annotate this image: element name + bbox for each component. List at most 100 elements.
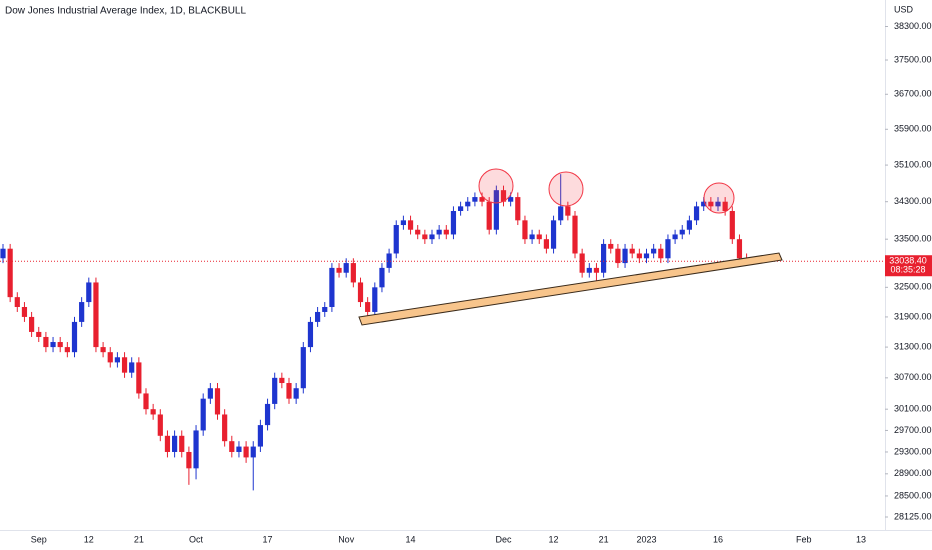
y-tick-label: 35100.00 <box>894 159 932 169</box>
countdown-label: 08:35:28 <box>890 265 925 275</box>
candle-body <box>100 347 106 353</box>
y-tick-label: 35900.00 <box>894 124 932 134</box>
x-tick-label: Nov <box>338 534 355 544</box>
candle-body <box>443 229 449 235</box>
candle-body <box>708 201 714 207</box>
candle-body <box>172 435 178 452</box>
candle-body <box>729 210 735 240</box>
candle-body <box>400 220 406 226</box>
highlight-circle <box>703 182 735 214</box>
y-tick-label: 32500.00 <box>894 282 932 292</box>
candle-body <box>622 248 628 264</box>
candle-body <box>450 210 457 235</box>
candle-body <box>736 239 743 259</box>
y-tick-label: 31300.00 <box>894 341 932 351</box>
price-label-box <box>885 255 932 277</box>
candle-body <box>608 243 614 249</box>
candle-body <box>636 253 642 259</box>
candle-body <box>186 451 192 469</box>
candle-body <box>550 220 557 249</box>
y-tick-label: 30100.00 <box>894 404 932 414</box>
candle-body <box>286 383 292 399</box>
candle-body <box>0 248 6 259</box>
candle-body <box>393 225 399 254</box>
candle-body <box>658 248 664 259</box>
x-tick-label: 21 <box>599 534 609 544</box>
title-bg <box>0 2 240 20</box>
candle-body <box>86 282 92 303</box>
candle-body <box>686 220 692 230</box>
candle-body <box>515 197 521 221</box>
y-tick-label: 28500.00 <box>894 490 932 500</box>
candle-body <box>565 206 571 216</box>
x-tick-label: 21 <box>134 534 144 544</box>
x-tick-label: 17 <box>263 534 273 544</box>
candle-body <box>315 311 321 322</box>
trend-line <box>358 252 783 326</box>
candle-body <box>307 321 314 348</box>
candle-body <box>722 201 728 211</box>
candle-body <box>214 388 221 415</box>
y-tick-label: 38300.00 <box>894 21 932 31</box>
x-tick-label: 13 <box>856 534 866 544</box>
candle-body <box>114 357 120 363</box>
candle-body <box>121 357 128 373</box>
candle-body <box>64 347 70 353</box>
candle-body <box>372 287 378 312</box>
candle-body <box>222 414 228 442</box>
candle-body <box>272 377 278 404</box>
x-tick-label: 16 <box>713 534 723 544</box>
candle-body <box>293 388 299 399</box>
candle-body <box>143 393 149 410</box>
candle-body <box>672 234 678 240</box>
candle-body <box>357 282 364 303</box>
candle-body <box>229 441 235 452</box>
y-tick-label: 29700.00 <box>894 425 932 435</box>
candle-body <box>93 282 99 348</box>
candle-body <box>257 425 263 447</box>
candle-body <box>379 267 385 288</box>
candle-body <box>493 190 499 230</box>
candle-body <box>572 215 578 254</box>
candle-body <box>14 297 20 308</box>
candle-body <box>29 316 35 332</box>
candle-body <box>129 362 135 373</box>
x-tick-label: Feb <box>796 534 812 544</box>
candle-body <box>629 248 635 254</box>
candle-body <box>57 342 63 348</box>
candle-body <box>350 263 356 283</box>
candle-body <box>665 239 671 259</box>
candle-body <box>207 388 213 399</box>
chart-title: Dow Jones Industrial Average Index, 1D, … <box>5 6 246 17</box>
y-tick-label: 33500.00 <box>894 234 932 244</box>
candle-body <box>7 248 13 298</box>
candle-body <box>71 321 78 353</box>
candle-body <box>200 398 206 431</box>
currency-label: USD <box>894 4 914 14</box>
candle-body <box>79 302 85 322</box>
candle-body <box>601 243 607 273</box>
candle-body <box>679 229 685 235</box>
highlight-circle <box>478 168 514 204</box>
candle-body <box>615 248 621 264</box>
candle-body <box>500 190 507 202</box>
candle-body <box>179 435 185 452</box>
candle-body <box>522 220 528 240</box>
candle-body <box>107 352 113 363</box>
candle-body <box>715 201 721 207</box>
x-tick-label: Dec <box>495 534 512 544</box>
candle-body <box>21 307 28 317</box>
candle-body <box>536 234 542 240</box>
x-tick-label: Sep <box>31 534 47 544</box>
candle-body <box>558 206 564 221</box>
candle-body <box>479 197 485 202</box>
candle-body <box>50 342 56 348</box>
y-tick-label: 28125.00 <box>894 511 932 521</box>
y-tick-label: 36700.00 <box>894 89 932 99</box>
highlight-circle <box>548 171 584 207</box>
candle-body <box>336 267 342 273</box>
y-tick-label: 28900.00 <box>894 468 932 478</box>
candle-body <box>701 201 707 207</box>
